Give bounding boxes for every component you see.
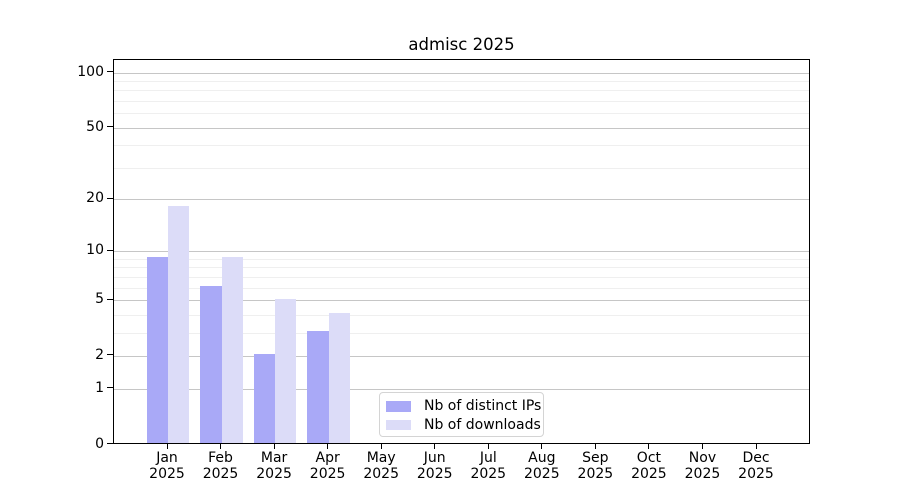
- bar-downloads-apr: [328, 313, 351, 443]
- legend-label-distinct-ips: Nb of distinct IPs: [424, 398, 542, 415]
- y-tick-5: [107, 298, 113, 300]
- gridline-minor-7: [114, 276, 809, 278]
- x-tick-jun: [434, 444, 436, 449]
- gridline-major-100: [114, 72, 809, 74]
- gridline-minor-8: [114, 267, 809, 269]
- gridline-major-50: [114, 127, 809, 129]
- bar-distinct-ips-jan: [146, 257, 168, 443]
- gridline-minor-60: [114, 113, 809, 115]
- bar-downloads-jan: [168, 205, 190, 443]
- x-tick-label-may: May 2025: [363, 450, 399, 482]
- y-tick-50: [107, 126, 113, 128]
- y-tick-10: [107, 249, 113, 251]
- x-tick-jan: [166, 444, 168, 449]
- x-tick-label-sep: Sep 2025: [577, 450, 614, 482]
- x-tick-sep: [594, 444, 596, 449]
- bar-downloads-mar: [275, 298, 297, 443]
- x-tick-label-jul: Jul 2025: [470, 450, 507, 482]
- x-tick-label-feb: Feb 2025: [202, 450, 239, 482]
- y-tick-label-20: 20: [86, 190, 104, 207]
- y-tick-label-10: 10: [86, 242, 104, 259]
- x-tick-label-aug: Aug 2025: [523, 450, 560, 482]
- x-tick-dec: [755, 444, 757, 449]
- y-tick-2: [107, 354, 113, 356]
- gridline-minor-70: [114, 100, 809, 102]
- x-tick-label-jun: Jun 2025: [416, 450, 453, 482]
- bar-distinct-ips-mar: [253, 354, 276, 443]
- y-tick-label-1: 1: [95, 379, 104, 396]
- x-tick-may: [380, 444, 382, 449]
- x-tick-nov: [701, 444, 703, 449]
- y-tick-label-100: 100: [77, 63, 104, 80]
- y-tick-label-2: 2: [95, 346, 104, 363]
- x-tick-label-mar: Mar 2025: [256, 450, 292, 482]
- x-tick-jul: [487, 444, 489, 449]
- gridline-minor-80: [114, 90, 809, 92]
- legend-swatch-downloads: [386, 419, 411, 430]
- legend-swatch-distinct-ips: [386, 401, 411, 412]
- gridline-major-10: [114, 251, 809, 253]
- x-tick-label-dec: Dec 2025: [738, 450, 774, 482]
- legend-label-downloads: Nb of downloads: [424, 416, 541, 433]
- gridline-minor-40: [114, 145, 809, 147]
- gridline-minor-30: [114, 167, 809, 169]
- gridline-minor-3: [114, 332, 809, 334]
- y-tick-20: [107, 197, 113, 199]
- gridline-major-5: [114, 300, 809, 302]
- legend: Nb of distinct IPs Nb of downloads: [379, 392, 544, 437]
- x-tick-apr: [327, 444, 329, 449]
- y-tick-0: [107, 443, 113, 444]
- bar-distinct-ips-apr: [307, 331, 329, 443]
- y-tick-label-50: 50: [86, 118, 104, 135]
- legend-item-downloads: Nb of downloads: [386, 416, 541, 435]
- gridline-minor-4: [114, 314, 809, 316]
- chart-title: admisc 2025: [408, 35, 515, 54]
- gridline-major-2: [114, 355, 809, 357]
- x-tick-feb: [220, 444, 222, 449]
- gridline-major-1: [114, 388, 809, 390]
- x-tick-oct: [648, 444, 650, 449]
- gridline-minor-9: [114, 258, 809, 260]
- x-tick-label-nov: Nov 2025: [684, 450, 721, 482]
- gridline-minor-90: [114, 80, 809, 82]
- x-tick-label-jan: Jan 2025: [149, 450, 185, 482]
- bar-distinct-ips-feb: [200, 286, 222, 443]
- x-tick-label-apr: Apr 2025: [309, 450, 346, 482]
- x-tick-mar: [273, 444, 275, 449]
- gridline-minor-6: [114, 287, 809, 289]
- y-tick-label-5: 5: [95, 291, 104, 308]
- y-tick-1: [107, 387, 113, 389]
- bar-downloads-feb: [221, 257, 243, 443]
- plot-area: [113, 59, 810, 444]
- y-tick-100: [107, 71, 113, 73]
- y-tick-label-0: 0: [95, 435, 104, 452]
- x-tick-aug: [541, 444, 543, 449]
- gridline-major-20: [114, 199, 809, 201]
- x-tick-label-oct: Oct 2025: [631, 450, 667, 482]
- legend-item-distinct-ips: Nb of distinct IPs: [386, 397, 541, 416]
